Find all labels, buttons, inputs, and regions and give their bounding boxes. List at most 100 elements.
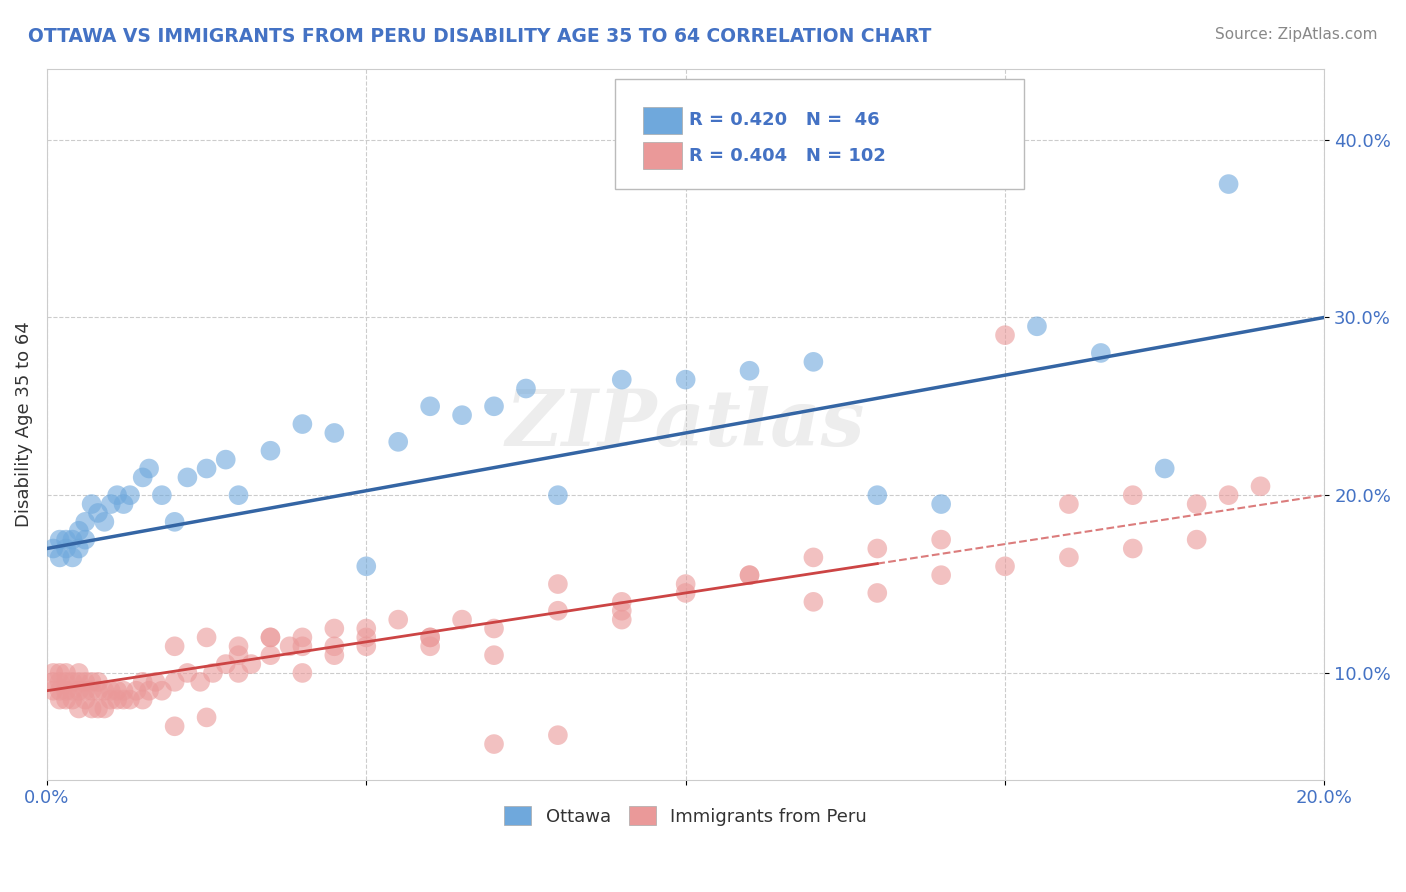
Point — [451, 613, 474, 627]
Point — [738, 568, 761, 582]
Point — [866, 541, 889, 556]
Point — [75, 515, 97, 529]
Point — [547, 577, 569, 591]
Point — [482, 399, 505, 413]
Point — [163, 719, 186, 733]
Point — [55, 692, 77, 706]
Point — [215, 452, 238, 467]
Point — [215, 657, 238, 671]
Point — [1090, 346, 1112, 360]
Point — [419, 631, 441, 645]
Point — [387, 434, 409, 449]
Point — [866, 488, 889, 502]
Point — [240, 657, 263, 671]
Point — [738, 364, 761, 378]
Point — [610, 373, 633, 387]
Point — [100, 692, 122, 706]
Point — [929, 497, 952, 511]
Point — [547, 728, 569, 742]
Point — [138, 461, 160, 475]
Point — [482, 648, 505, 662]
Point — [1153, 461, 1175, 475]
Point — [323, 648, 346, 662]
Point — [356, 622, 378, 636]
Point — [291, 640, 314, 654]
Point — [259, 631, 281, 645]
FancyBboxPatch shape — [644, 107, 682, 134]
Point — [803, 355, 825, 369]
Point — [118, 488, 141, 502]
Point — [67, 674, 90, 689]
Point — [75, 533, 97, 547]
Point — [994, 328, 1017, 343]
Point — [55, 683, 77, 698]
Point — [1057, 550, 1080, 565]
Point — [105, 488, 128, 502]
Point — [188, 674, 211, 689]
Point — [67, 665, 90, 680]
Point — [55, 674, 77, 689]
Point — [195, 631, 218, 645]
Point — [1185, 497, 1208, 511]
Point — [131, 692, 153, 706]
Point — [291, 631, 314, 645]
Text: R = 0.420   N =  46: R = 0.420 N = 46 — [689, 112, 880, 129]
Point — [259, 443, 281, 458]
Point — [259, 648, 281, 662]
Point — [87, 506, 110, 520]
Point — [67, 524, 90, 538]
Point — [93, 683, 115, 698]
Point — [419, 631, 441, 645]
Point — [93, 515, 115, 529]
Point — [125, 683, 148, 698]
Point — [75, 674, 97, 689]
Point — [419, 640, 441, 654]
Point — [929, 568, 952, 582]
Point — [1026, 319, 1049, 334]
Point — [482, 622, 505, 636]
Text: Source: ZipAtlas.com: Source: ZipAtlas.com — [1215, 27, 1378, 42]
Point — [67, 541, 90, 556]
FancyBboxPatch shape — [644, 143, 682, 169]
Point — [93, 701, 115, 715]
Point — [356, 559, 378, 574]
Point — [451, 408, 474, 422]
Point — [803, 595, 825, 609]
Point — [1057, 497, 1080, 511]
Point — [112, 692, 135, 706]
Point — [994, 559, 1017, 574]
FancyBboxPatch shape — [616, 79, 1024, 189]
Point — [131, 674, 153, 689]
Point — [387, 613, 409, 627]
Point — [356, 631, 378, 645]
Point — [87, 701, 110, 715]
Point — [356, 640, 378, 654]
Point — [547, 604, 569, 618]
Point — [87, 674, 110, 689]
Point — [62, 533, 84, 547]
Point — [482, 737, 505, 751]
Point — [675, 373, 697, 387]
Point — [75, 683, 97, 698]
Point — [80, 683, 103, 698]
Point — [291, 665, 314, 680]
Point — [195, 710, 218, 724]
Point — [42, 665, 65, 680]
Point — [1250, 479, 1272, 493]
Point — [291, 417, 314, 431]
Point — [112, 683, 135, 698]
Point — [176, 665, 198, 680]
Point — [48, 683, 70, 698]
Point — [105, 692, 128, 706]
Point — [42, 683, 65, 698]
Point — [610, 595, 633, 609]
Point — [1122, 541, 1144, 556]
Point — [55, 665, 77, 680]
Point — [803, 550, 825, 565]
Point — [55, 541, 77, 556]
Point — [150, 683, 173, 698]
Point — [42, 541, 65, 556]
Point — [105, 683, 128, 698]
Point — [610, 604, 633, 618]
Point — [547, 488, 569, 502]
